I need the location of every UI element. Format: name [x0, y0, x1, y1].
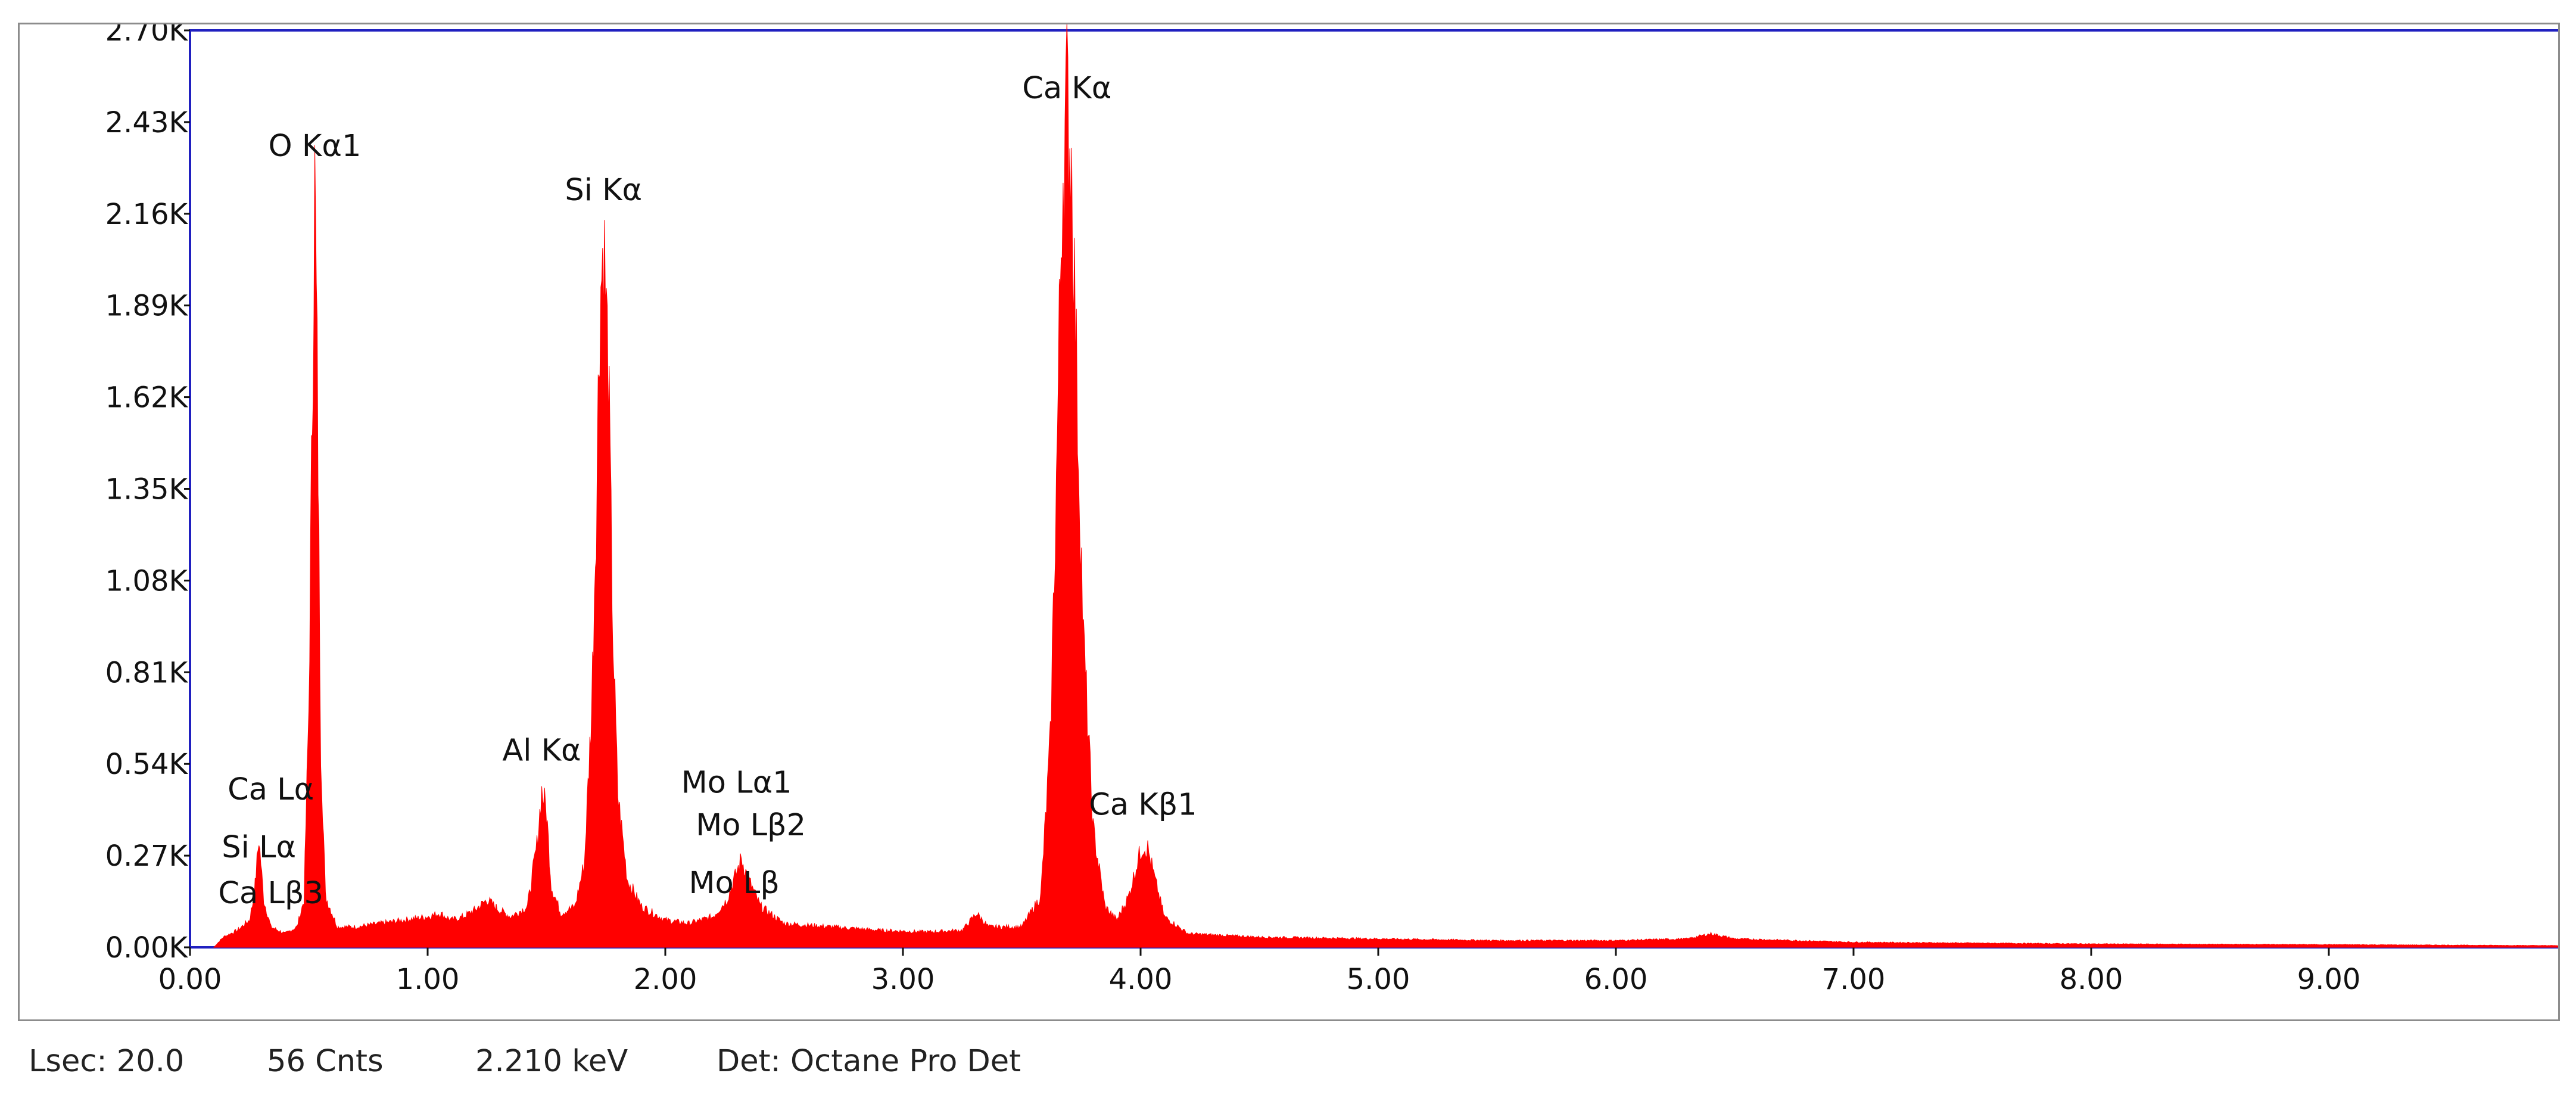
y-tick-label: 1.35K — [105, 473, 189, 506]
x-axis: 0.00 1.00 2.00 3.00 4.00 5.00 6.00 7.00 8.00 9.00 — [158, 947, 2361, 996]
live-seconds-readout: Lsec: 20.0 — [29, 1044, 185, 1079]
peak-label: Mo Lβ2 — [696, 808, 806, 843]
cursor-energy-readout: 2.210 keV — [475, 1044, 628, 1079]
eds-spectrum-chart[interactable]: 0.00K 0.27K 0.54K 0.81K 1.08K 1.35K 1.62K 1.89K… — [20, 24, 2558, 1019]
x-tick-label: 3.00 — [871, 963, 935, 996]
y-tick-label: 0.54K — [105, 748, 189, 781]
y-tick-label: 2.43K — [105, 106, 189, 139]
x-tick-label: 1.00 — [396, 963, 460, 996]
y-tick-label: 2.70K — [105, 24, 189, 48]
peak-label: Mo Lβ — [689, 866, 780, 901]
x-tick-label: 6.00 — [1584, 963, 1648, 996]
y-tick-label: 0.81K — [105, 656, 189, 689]
peak-label: O Kα1 — [269, 129, 362, 164]
x-tick-label: 4.00 — [1109, 963, 1173, 996]
x-tick-label: 9.00 — [2297, 963, 2361, 996]
y-tick-label: 1.08K — [105, 564, 189, 598]
x-tick-label: 5.00 — [1347, 963, 1410, 996]
y-axis: 0.00K 0.27K 0.54K 0.81K 1.08K 1.35K 1.62K 1.89K… — [105, 24, 190, 965]
y-tick-label: 2.16K — [105, 198, 189, 231]
y-tick-label: 0.27K — [105, 839, 189, 873]
peak-label: Ca Kα — [1022, 71, 1111, 106]
peak-label: Mo Lα1 — [681, 766, 792, 801]
y-tick-label: 1.89K — [105, 290, 189, 323]
x-tick-label: 7.00 — [1822, 963, 1886, 996]
peak-label: Ca Kβ1 — [1089, 788, 1197, 823]
x-tick-label: 8.00 — [2060, 963, 2123, 996]
peak-label: Si Lα — [222, 830, 296, 865]
x-tick-label: 0.00 — [158, 963, 222, 996]
y-tick-label: 0.00K — [105, 931, 189, 965]
spectrum-panel: 0.00K 0.27K 0.54K 0.81K 1.08K 1.35K 1.62K 1.89K… — [18, 23, 2560, 1021]
spectrum-area — [213, 24, 2558, 948]
peak-labels: O Kα1 Si Kα Ca Kα Al Kα Ca Lα Si Lα Ca Lβ3 Mo L… — [218, 71, 1197, 911]
peak-label: Ca Lα — [228, 772, 314, 807]
counts-readout: 56 Cnts — [267, 1044, 384, 1079]
y-tick-label: 1.62K — [105, 381, 189, 415]
peak-label: Ca Lβ3 — [218, 876, 323, 911]
x-tick-label: 2.00 — [634, 963, 697, 996]
detector-readout: Det: Octane Pro Det — [717, 1044, 1021, 1079]
peak-label: Al Kα — [502, 733, 581, 769]
peak-label: Si Kα — [565, 173, 642, 208]
